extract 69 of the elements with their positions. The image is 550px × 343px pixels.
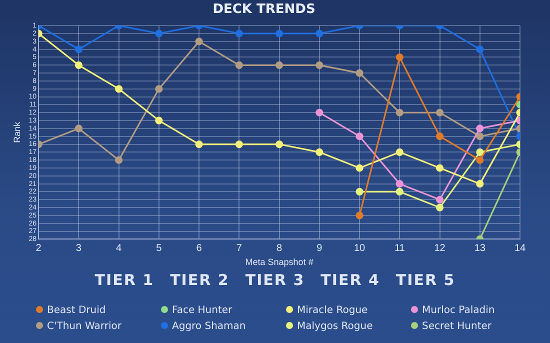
- x-tick-label: 3: [76, 242, 82, 254]
- point: [275, 140, 284, 148]
- legend-label: Secret Hunter: [421, 321, 493, 332]
- point: [235, 140, 243, 148]
- point: [316, 30, 324, 38]
- x-tick-label: 12: [434, 242, 446, 254]
- point: [155, 116, 163, 124]
- legend-label: Face Hunter: [171, 305, 234, 316]
- point: [155, 30, 163, 38]
- y-axis-title: Rank: [12, 121, 22, 143]
- legend-label: Beast Druid: [46, 305, 107, 316]
- legend-label: C'Thun Warrior: [46, 321, 122, 332]
- point: [436, 108, 444, 116]
- x-axis-title: Meta Snapshot #: [245, 257, 314, 268]
- legend-label: Aggro Shaman: [171, 321, 247, 332]
- x-tick-label: 7: [236, 242, 242, 254]
- text: TIER 1: [94, 271, 154, 289]
- point: [476, 148, 484, 156]
- point: [115, 85, 123, 93]
- legend-label: Malygos Rogue: [296, 321, 374, 332]
- point: [316, 61, 324, 69]
- point: [396, 108, 404, 116]
- text: TIER 5: [396, 271, 456, 289]
- point: [396, 180, 404, 188]
- x-tick-label: 14: [514, 242, 526, 254]
- point: [115, 156, 123, 164]
- point: [476, 132, 484, 140]
- x-tick-label: 11: [394, 242, 406, 254]
- point: [476, 124, 484, 132]
- point: [476, 46, 484, 54]
- point: [356, 69, 364, 77]
- point: [436, 204, 444, 212]
- point: [356, 132, 364, 140]
- point: [74, 46, 83, 54]
- point: [356, 188, 364, 196]
- x-tick-label: 4: [116, 242, 122, 254]
- text: TIER 2: [170, 271, 230, 289]
- point: [195, 140, 203, 148]
- x-tick-label: 10: [354, 242, 366, 254]
- point: [476, 156, 484, 164]
- point: [275, 30, 284, 38]
- text: TIER 3: [245, 271, 305, 289]
- point: [235, 61, 243, 69]
- x-tick-label: 9: [316, 242, 323, 254]
- x-tick-label: 13: [474, 242, 486, 254]
- point: [396, 148, 404, 156]
- legend-label: Miracle Rogue: [296, 305, 369, 316]
- point: [356, 164, 364, 172]
- x-tick-label: 8: [276, 242, 283, 254]
- point: [275, 61, 284, 69]
- x-tick-label: 5: [156, 242, 162, 254]
- point: [235, 30, 243, 38]
- point: [316, 148, 324, 156]
- point: [396, 188, 404, 196]
- point: [316, 108, 324, 116]
- chart-title: DECK TRENDS: [212, 2, 316, 18]
- point: [195, 38, 203, 46]
- point: [396, 53, 404, 62]
- point: [436, 164, 444, 172]
- point: [436, 196, 444, 204]
- x-tick-label: 6: [196, 242, 202, 254]
- legend-label: Murloc Paladin: [421, 305, 496, 316]
- point: [74, 124, 83, 132]
- point: [74, 61, 83, 69]
- point: [155, 85, 163, 93]
- point: [356, 212, 364, 220]
- text: TIER 4: [320, 271, 380, 289]
- point: [436, 132, 444, 140]
- point: [476, 180, 484, 188]
